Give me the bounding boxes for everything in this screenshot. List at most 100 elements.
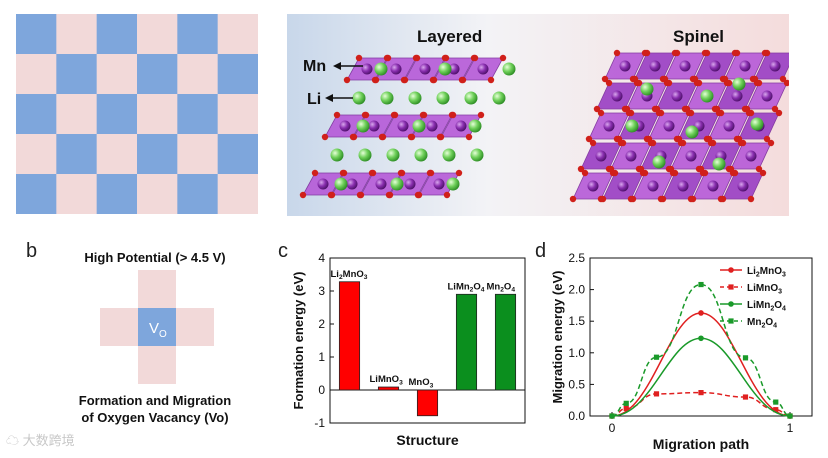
mn-atom (663, 120, 675, 132)
oxygen-atom (430, 76, 438, 84)
chart-d-legend-label: LiMnO3 (747, 283, 782, 296)
checker-cell (217, 54, 258, 95)
mn-atom (737, 180, 749, 192)
mn-atom (368, 120, 380, 132)
chart-d-legend-label: Li2MnO3 (747, 266, 786, 279)
mn-atom (745, 150, 757, 162)
oxygen-atom (673, 49, 681, 57)
mn-atom (346, 178, 358, 190)
checker-cell (56, 174, 98, 214)
chart-c-ytick-label: 2 (318, 317, 325, 331)
oxygen-atom (641, 169, 649, 177)
panel-letter-d: d (535, 240, 547, 262)
panel-b-bottom-label: Formation and Migration of Oxygen Vacanc… (30, 392, 280, 426)
oxygen-atom (783, 79, 789, 87)
checker-cell (177, 134, 219, 175)
oxygen-atom (671, 169, 679, 177)
watermark-text: 大数跨境 (22, 433, 75, 448)
checker-cell (16, 134, 57, 175)
mn-atom (617, 180, 629, 192)
vacancy-label: VO (149, 320, 167, 340)
vacancy-diagram: VO (100, 270, 214, 384)
checker-cell (177, 174, 219, 214)
panel-letter-b: b (26, 240, 38, 262)
oxygen-atom (437, 133, 445, 141)
oxygen-atom (413, 54, 421, 62)
checker-cell (16, 14, 57, 55)
chart-d-point (698, 335, 704, 342)
chart-c-ytick-label: 0 (318, 383, 325, 397)
chart-d-legend-marker (728, 267, 734, 273)
li-atom (408, 91, 422, 105)
oxygen-atom (719, 195, 727, 203)
chart-c-bar-label: LiMn2O4 (448, 281, 485, 293)
checker-cell (56, 54, 98, 95)
oxygen-atom (599, 195, 607, 203)
oxygen-atom (767, 139, 775, 147)
oxygen-atom (384, 54, 392, 62)
oxygen-atom (709, 139, 717, 147)
li-atom (502, 62, 516, 76)
mn-atom (397, 120, 409, 132)
oxygen-atom (597, 109, 605, 117)
li-atom (352, 91, 366, 105)
oxygen-atom (471, 54, 479, 62)
oxygen-atom (420, 111, 428, 119)
checker-cell (96, 174, 138, 214)
oxygen-atom (665, 79, 673, 87)
oxygen-atom (357, 191, 365, 199)
oxygen-atom (340, 169, 348, 177)
panel-letter-c: c (278, 240, 288, 262)
oxygen-atom (605, 79, 613, 87)
panel-b-bottom-line2: of Oxygen Vacancy (Vo) (81, 410, 229, 425)
oxygen-atom (643, 49, 651, 57)
chart-d-ytick-label: 2.5 (568, 251, 585, 265)
oxygen-atom (379, 133, 387, 141)
li-atom (438, 62, 452, 76)
mn-atom (677, 180, 689, 192)
watermark: ☁ 大数跨境 (6, 430, 75, 449)
oxygen-atom (415, 191, 423, 199)
oxygen-atom (569, 195, 577, 203)
oxygen-atom (443, 191, 451, 199)
oxygen-atom (465, 133, 473, 141)
vacancy-cell-center (138, 308, 176, 346)
li-atom (446, 177, 460, 191)
checker-cell (96, 54, 138, 95)
mn-atom (619, 60, 631, 72)
chart-d-xlabel: Migration path (653, 436, 749, 452)
oxygen-atom (613, 49, 621, 57)
li-atom (414, 148, 428, 162)
li-atom (732, 77, 746, 91)
chart-d-ytick-label: 1.0 (568, 346, 585, 360)
chart-d-point (609, 413, 615, 419)
chart-d-legend-label: Mn2O4 (747, 317, 777, 330)
oxygen-atom (427, 169, 435, 177)
chart-d-ytick-label: 1.5 (568, 314, 585, 328)
chart-d-point (623, 405, 629, 412)
oxygen-atom (689, 195, 697, 203)
oxygen-atom (487, 76, 495, 84)
oxygen-atom (627, 109, 635, 117)
checker-cell (177, 94, 219, 135)
mn-atom (647, 180, 659, 192)
oxygen-atom (408, 133, 416, 141)
chart-d-legend-marker (728, 318, 734, 324)
li-atom (470, 148, 484, 162)
oxygen-atom (649, 139, 657, 147)
layered-structure (299, 54, 516, 199)
oxygen-atom (391, 111, 399, 119)
chart-d-xtick-label: 0 (609, 421, 616, 435)
chart-d-frame (589, 257, 813, 417)
vacancy-cell-right (176, 308, 214, 346)
oxygen-atom (401, 76, 409, 84)
checker-cell (137, 14, 178, 55)
chart-c-bar-label: LiMnO3 (370, 374, 404, 386)
oxygen-atom (499, 54, 507, 62)
oxygen-atom (601, 75, 609, 83)
oxygen-atom (763, 135, 771, 143)
oxygen-atom (593, 105, 601, 113)
chart-c-xlabel: Structure (396, 432, 458, 448)
li-atom (356, 119, 370, 133)
li-atom (652, 155, 666, 169)
